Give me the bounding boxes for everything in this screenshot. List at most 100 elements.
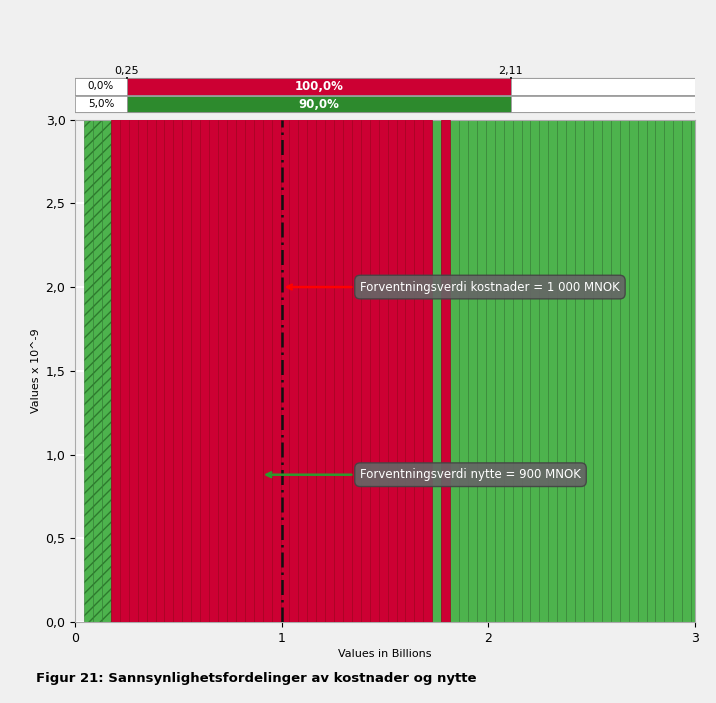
Bar (93, 0, 102, 622)
Bar (495, 0, 503, 622)
Bar (209, 0, 218, 622)
Bar (620, 0, 629, 622)
Bar (316, 0, 325, 622)
Bar (263, 0, 271, 622)
Bar (183, 0, 191, 622)
Text: 0,25: 0,25 (115, 65, 139, 75)
Bar (111, 0, 120, 622)
Text: 0,0%: 0,0% (88, 82, 114, 91)
Bar (352, 0, 361, 622)
Bar (307, 0, 316, 622)
Text: 2,11: 2,11 (498, 65, 523, 75)
Bar (459, 0, 468, 622)
Bar (352, 0, 361, 622)
Bar (120, 0, 129, 622)
Bar (503, 0, 513, 622)
Bar (511, 78, 695, 95)
Bar (84, 0, 93, 622)
Bar (289, 0, 299, 622)
Text: 90,0%: 90,0% (299, 98, 339, 110)
Bar (700, 0, 709, 622)
Bar (200, 0, 209, 622)
Bar (468, 0, 477, 622)
Text: Forventningsverdi kostnader = 1 000 MNOK: Forventningsverdi kostnader = 1 000 MNOK (287, 280, 620, 294)
Bar (263, 0, 271, 622)
Bar (611, 0, 620, 622)
Bar (511, 96, 695, 112)
Bar (281, 0, 289, 622)
Bar (575, 0, 584, 622)
Bar (379, 0, 387, 622)
Bar (307, 0, 316, 622)
Bar (405, 0, 415, 622)
Bar (441, 0, 450, 622)
Bar (387, 0, 397, 622)
Bar (227, 0, 236, 622)
Bar (245, 0, 253, 622)
Bar (271, 0, 281, 622)
Bar (129, 0, 137, 622)
Bar (531, 0, 539, 622)
Bar (334, 0, 343, 622)
Bar (566, 0, 575, 622)
Bar (129, 0, 137, 622)
Bar (682, 0, 691, 622)
Bar (173, 0, 183, 622)
Bar (361, 0, 369, 622)
Bar (236, 0, 245, 622)
Bar (137, 0, 147, 622)
Bar (664, 0, 673, 622)
Bar (343, 0, 352, 622)
Bar (539, 0, 548, 622)
Bar (638, 0, 647, 622)
Bar (253, 0, 263, 622)
Bar (343, 0, 352, 622)
Bar (387, 0, 397, 622)
Bar (183, 0, 191, 622)
Bar (477, 0, 486, 622)
Bar (369, 0, 379, 622)
Bar (127, 78, 511, 95)
Bar (209, 0, 218, 622)
Bar (316, 0, 325, 622)
Bar (361, 0, 369, 622)
Bar (218, 0, 227, 622)
Bar (111, 0, 120, 622)
X-axis label: Values in Billions: Values in Billions (338, 649, 432, 659)
Bar (450, 0, 459, 622)
Text: Figur 21: Sannsynlighetsfordelinger av kostnader og nytte: Figur 21: Sannsynlighetsfordelinger av k… (36, 673, 476, 685)
Bar (299, 0, 307, 622)
Bar (147, 0, 155, 622)
Bar (423, 0, 432, 622)
Bar (548, 0, 557, 622)
Bar (289, 0, 299, 622)
Bar (441, 0, 450, 622)
Bar (486, 0, 495, 622)
Text: Forventningsverdi nytte = 900 MNOK: Forventningsverdi nytte = 900 MNOK (266, 468, 581, 482)
Bar (432, 0, 441, 622)
Bar (629, 0, 638, 622)
Bar (253, 0, 263, 622)
Bar (155, 0, 165, 622)
Bar (397, 0, 405, 622)
Bar (236, 0, 245, 622)
Bar (281, 0, 289, 622)
Bar (299, 0, 307, 622)
Bar (709, 0, 716, 622)
Bar (147, 0, 155, 622)
Bar (191, 0, 200, 622)
Bar (397, 0, 405, 622)
Text: 100,0%: 100,0% (294, 80, 343, 93)
Bar (379, 0, 387, 622)
Bar (137, 0, 147, 622)
Bar (584, 0, 593, 622)
Bar (691, 0, 700, 622)
Bar (405, 0, 415, 622)
Bar (557, 0, 566, 622)
Bar (415, 0, 423, 622)
Bar (218, 0, 227, 622)
Bar (165, 0, 173, 622)
Bar (102, 0, 111, 622)
Bar (75, 96, 127, 112)
Bar (165, 0, 173, 622)
